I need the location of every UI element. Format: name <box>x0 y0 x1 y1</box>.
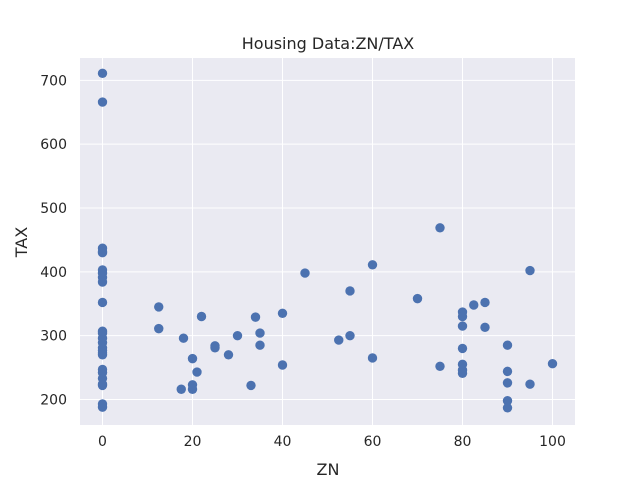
data-point <box>97 277 108 287</box>
x-tick-label: 20 <box>184 434 202 450</box>
data-point <box>502 378 513 388</box>
y-tick-label: 400 <box>40 265 67 281</box>
data-point <box>345 330 355 341</box>
data-point <box>502 366 513 377</box>
y-tick-label: 500 <box>40 201 67 217</box>
data-point <box>178 333 189 343</box>
data-point <box>255 328 265 338</box>
x-tick-label: 40 <box>274 434 292 450</box>
x-tick-label: 80 <box>454 434 472 450</box>
data-point <box>97 68 108 79</box>
data-point <box>367 353 378 363</box>
x-tick-label: 100 <box>539 434 566 450</box>
data-point <box>192 367 202 377</box>
y-tick-label: 200 <box>40 392 67 408</box>
data-point <box>232 330 243 341</box>
data-point <box>154 302 164 312</box>
data-point <box>457 368 468 379</box>
data-point <box>457 343 468 354</box>
data-point <box>502 340 513 350</box>
chart-title: Housing Data:ZN/TAX <box>242 34 415 53</box>
y-tick-label: 700 <box>40 73 67 89</box>
data-point <box>196 311 207 322</box>
data-point <box>435 223 445 233</box>
data-point <box>154 323 164 334</box>
data-point <box>412 293 423 304</box>
data-point <box>435 361 445 371</box>
data-point <box>345 286 355 296</box>
data-point <box>480 297 490 308</box>
data-point <box>277 308 288 319</box>
data-point <box>246 380 256 391</box>
data-point <box>547 359 558 369</box>
data-point <box>97 380 108 391</box>
data-point <box>525 379 535 389</box>
data-point <box>469 300 479 310</box>
data-point <box>97 97 108 107</box>
y-tick-label: 600 <box>40 137 67 153</box>
data-point <box>97 350 108 360</box>
data-point <box>97 402 108 412</box>
x-tick-labels: 0 20 40 60 80 100 <box>98 434 566 450</box>
data-point <box>176 384 186 394</box>
data-point <box>300 268 310 278</box>
data-point <box>187 384 198 394</box>
data-point <box>525 265 535 276</box>
x-axis-label: ZN <box>317 460 340 479</box>
data-point <box>223 350 234 360</box>
data-point <box>457 311 468 322</box>
y-tick-labels: 200 300 400 500 600 700 <box>40 73 67 408</box>
data-point <box>97 247 108 258</box>
data-point <box>480 322 490 333</box>
data-point <box>210 343 220 353</box>
y-axis-label: TAX <box>12 227 31 258</box>
data-point <box>277 360 288 370</box>
x-tick-label: 0 <box>98 434 107 450</box>
plot-area <box>80 58 575 425</box>
y-tick-label: 300 <box>40 329 67 345</box>
data-point <box>187 353 198 364</box>
data-point <box>457 321 468 331</box>
data-point <box>502 396 513 406</box>
data-point <box>97 297 108 308</box>
data-points <box>97 68 558 413</box>
data-point <box>255 340 265 350</box>
y-gridlines <box>80 79 575 400</box>
data-point <box>250 312 261 322</box>
data-point <box>334 335 344 345</box>
data-point <box>502 403 513 413</box>
x-tick-label: 60 <box>364 434 382 450</box>
data-point <box>367 260 378 270</box>
x-gridlines <box>102 58 553 425</box>
